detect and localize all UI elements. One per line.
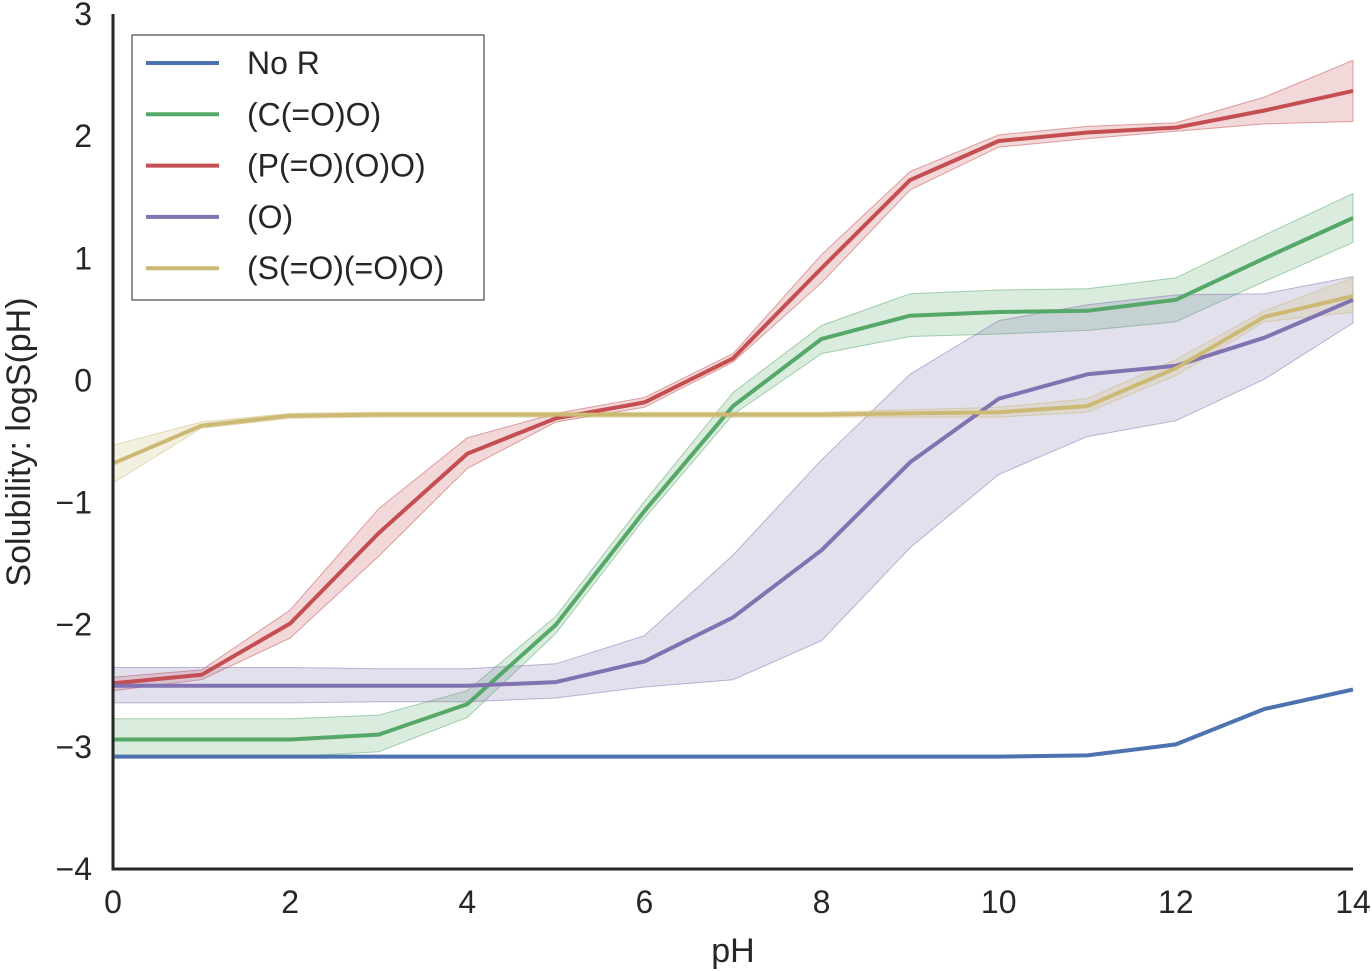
x-tick-label: 6	[636, 884, 654, 920]
y-tick-label: −1	[56, 485, 92, 521]
x-tick-label: 2	[281, 884, 299, 920]
line-c-o-o	[113, 216, 1354, 742]
x-tick-label: 10	[981, 884, 1017, 920]
y-tick-label: −3	[56, 729, 92, 765]
x-tick-label: 12	[1158, 884, 1194, 920]
y-tick-label: 2	[74, 118, 92, 154]
x-tick-label: 8	[813, 884, 831, 920]
series-lines	[112, 88, 1354, 759]
x-tick-label: 14	[1335, 884, 1371, 920]
line-s-o-o-o	[112, 294, 1354, 466]
x-tick-label: 0	[104, 884, 122, 920]
confidence-bands	[112, 59, 1354, 758]
line-o	[113, 297, 1354, 688]
x-axis-title: pH	[711, 932, 754, 970]
legend-label-s-o-o-o: (S(=O)(=O)O)	[247, 250, 444, 286]
y-tick-label: 1	[74, 240, 92, 276]
x-tick-label: 4	[458, 884, 476, 920]
y-tick-label: −4	[56, 851, 92, 887]
band-s-o-o-o	[112, 277, 1354, 484]
y-tick-label: 0	[74, 362, 92, 398]
line-p-o-o-o	[112, 88, 1354, 686]
legend-label-p-o-o-o: (P(=O)(O)O)	[247, 148, 426, 184]
band-c-o-o	[112, 192, 1354, 758]
line-no-r	[113, 687, 1354, 759]
legend: No R (C(=O)O) (P(=O)(O)O) (O) (S(=O)(=O)O)	[131, 34, 485, 301]
y-tick-label: 3	[74, 0, 92, 32]
y-axis-title: Solubility: logS(pH)	[0, 297, 38, 586]
legend-label-c-o-o: (C(=O)O)	[247, 96, 381, 132]
legend-label-no-r: No R	[247, 45, 320, 81]
x-tick-labels: 0 2 4 6 8 10 12 14	[104, 884, 1371, 920]
y-tick-label: −2	[56, 607, 92, 643]
band-o	[112, 275, 1354, 704]
y-tick-labels: −4 −3 −2 −1 0 1 2 3	[56, 0, 92, 887]
legend-label-o: (O)	[247, 199, 293, 235]
